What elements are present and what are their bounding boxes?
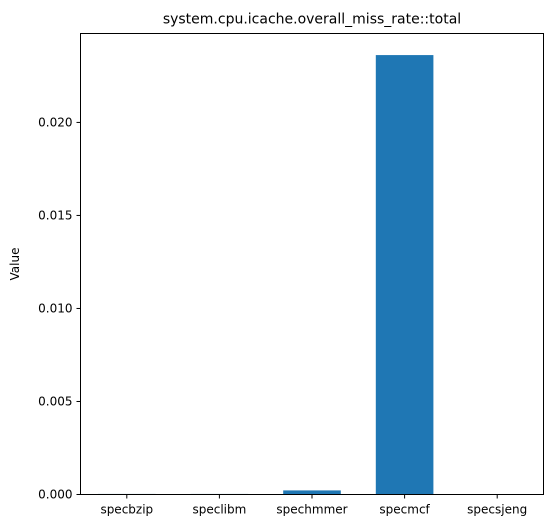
y-tick-label: 0.010 (38, 301, 72, 315)
y-tick-label: 0.015 (38, 208, 72, 222)
y-tick-label: 0.005 (38, 394, 72, 408)
plot-frame (80, 33, 544, 495)
x-tick-label: specmcf (379, 503, 430, 517)
bar-specmcf (375, 55, 434, 495)
x-tick-label: spechmmer (276, 503, 347, 517)
x-tick-label: specbzip (100, 503, 153, 517)
bar-spechmmer (283, 490, 341, 495)
chart-title: system.cpu.icache.overall_miss_rate::tot… (163, 12, 461, 28)
x-ticks-group: specbzip speclibm spechmmer specmcf specsjen… (100, 494, 527, 517)
y-tick-label: 0.000 (38, 488, 72, 502)
x-tick-label: speclibm (192, 503, 246, 517)
y-tick-label: 0.020 (38, 115, 72, 129)
y-ticks-group: 0.000 0.005 0.010 0.015 0.020 (38, 115, 81, 502)
y-axis-label: Value (8, 248, 22, 281)
bars-group (98, 55, 434, 495)
x-tick-label: specsjeng (467, 503, 527, 517)
